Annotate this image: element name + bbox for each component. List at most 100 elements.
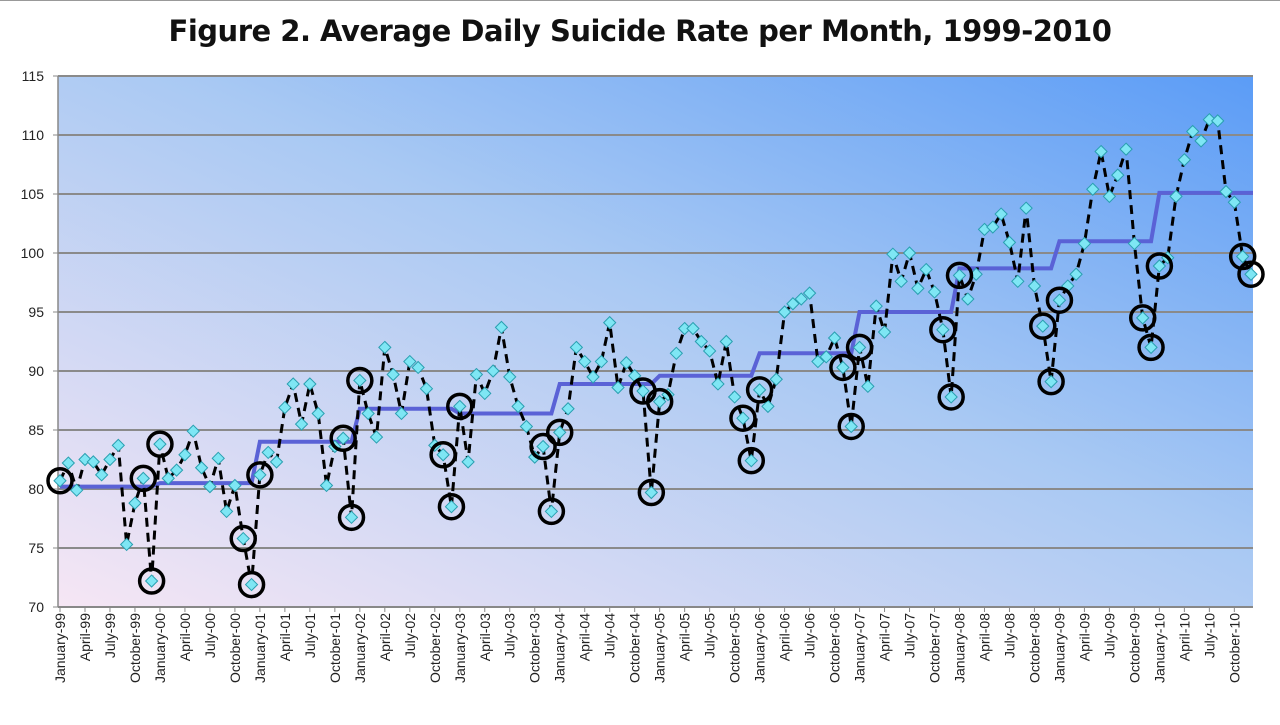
data-point-diamond <box>1194 134 1208 148</box>
data-point-diamond <box>1210 114 1225 128</box>
data-point-diamond <box>1036 319 1050 333</box>
data-point-diamond <box>269 455 284 469</box>
data-point-diamond <box>1044 374 1058 389</box>
data-point-diamond <box>752 383 767 397</box>
highlight-circle <box>437 492 466 521</box>
x-tick-label: January-03 <box>452 613 468 683</box>
data-point-diamond <box>802 286 817 300</box>
highlight-circle <box>329 424 357 453</box>
highlight-circle <box>945 261 974 290</box>
x-tick-label: January-09 <box>1051 613 1067 683</box>
data-point-diamond <box>961 292 975 306</box>
x-tick-label: April-01 <box>277 613 293 661</box>
data-point-diamond <box>444 499 459 514</box>
data-point-diamond <box>611 380 625 395</box>
highlight-circle <box>529 432 557 461</box>
data-point-diamond <box>161 471 175 486</box>
data-point-diamond <box>386 367 400 382</box>
data-point-diamond <box>719 334 734 349</box>
data-point-diamond <box>178 448 192 462</box>
highlight-circle <box>637 478 666 507</box>
x-tick-label: October-99 <box>127 613 143 683</box>
data-point-diamond <box>228 478 242 493</box>
monthly-dashed-line <box>58 118 1253 585</box>
highlight-circle <box>1145 252 1174 280</box>
data-point-diamond <box>927 285 942 299</box>
x-tick-label: January-99 <box>52 613 68 683</box>
data-point-diamond <box>786 297 800 311</box>
data-point-diamond <box>153 437 167 451</box>
highlight-circle <box>1137 333 1165 362</box>
x-tick-label: October-06 <box>827 613 843 683</box>
data-point-diamond <box>994 207 1008 221</box>
data-point-diamond <box>1111 168 1125 182</box>
highlight-circle <box>1037 367 1065 396</box>
x-tick-label: July-02 <box>402 613 418 658</box>
data-point-diamond <box>1011 274 1025 289</box>
data-point-diamond <box>361 406 375 421</box>
y-tick-label: 75 <box>28 540 44 556</box>
highlight-circle <box>545 418 574 447</box>
data-point-diamond <box>894 274 908 289</box>
data-point-diamond <box>319 478 334 493</box>
data-point-diamond <box>1002 235 1017 250</box>
data-point-diamond <box>561 402 575 416</box>
data-point-diamond <box>394 406 409 421</box>
x-tick-label: April-10 <box>1176 613 1192 661</box>
data-point-diamond <box>636 384 650 398</box>
data-point-diamond <box>1177 153 1192 167</box>
x-tick-label: July-08 <box>1001 613 1017 658</box>
data-point-diamond <box>103 452 117 467</box>
x-tick-label: April-02 <box>377 613 393 661</box>
x-tick-label: July-10 <box>1201 613 1217 658</box>
data-point-diamond <box>1119 142 1133 156</box>
y-tick-label: 95 <box>28 304 44 320</box>
data-point-diamond <box>1127 236 1142 251</box>
highlight-circle <box>737 446 766 475</box>
x-tick-label: October-07 <box>927 613 943 683</box>
data-point-diamond <box>861 379 875 394</box>
highlight-circle <box>137 567 166 595</box>
data-point-diamond <box>1094 144 1108 159</box>
data-point-diamond <box>1136 311 1150 325</box>
data-point-diamond <box>478 386 492 401</box>
highlight-circle <box>246 461 274 489</box>
data-point-diamond <box>827 331 842 345</box>
data-point-diamond <box>253 468 267 482</box>
x-tick-label: July-04 <box>602 613 618 658</box>
data-point-diamond <box>119 537 134 552</box>
data-point-diamond <box>1069 267 1083 281</box>
data-point-diamond <box>86 455 101 469</box>
x-tick-label: October-04 <box>627 613 643 683</box>
data-point-diamond <box>303 377 317 391</box>
x-tick-label: January-00 <box>152 613 168 683</box>
data-point-diamond <box>669 346 684 361</box>
data-point-diamond <box>1144 340 1158 355</box>
highlight-circle <box>1045 286 1074 314</box>
data-point-diamond <box>1219 184 1233 199</box>
data-point-diamond <box>519 419 534 434</box>
data-point-diamond <box>1102 189 1117 204</box>
highlight-circle <box>929 315 957 344</box>
data-point-diamond <box>203 479 217 494</box>
x-tick-label: July-99 <box>102 613 118 658</box>
data-point-diamond <box>236 531 250 546</box>
highlight-circle <box>845 333 874 362</box>
data-point-diamond <box>469 367 484 382</box>
data-point-diamond <box>911 281 925 296</box>
x-tick-label: April-05 <box>677 613 693 661</box>
data-point-diamond <box>169 463 184 477</box>
data-point-diamond <box>869 299 883 313</box>
x-tick-label: October-02 <box>427 613 443 683</box>
highlight-circle <box>537 497 566 526</box>
highlight-circle <box>645 387 674 416</box>
data-point-diamond <box>644 485 659 500</box>
data-point-diamond <box>886 247 900 261</box>
data-point-diamond <box>1052 293 1067 307</box>
data-point-diamond <box>311 406 325 421</box>
x-tick-label: July-03 <box>502 613 518 658</box>
data-point-diamond <box>586 370 600 384</box>
data-point-diamond <box>1086 182 1100 196</box>
highlight-circle <box>1029 312 1057 340</box>
data-point-diamond <box>294 417 309 431</box>
